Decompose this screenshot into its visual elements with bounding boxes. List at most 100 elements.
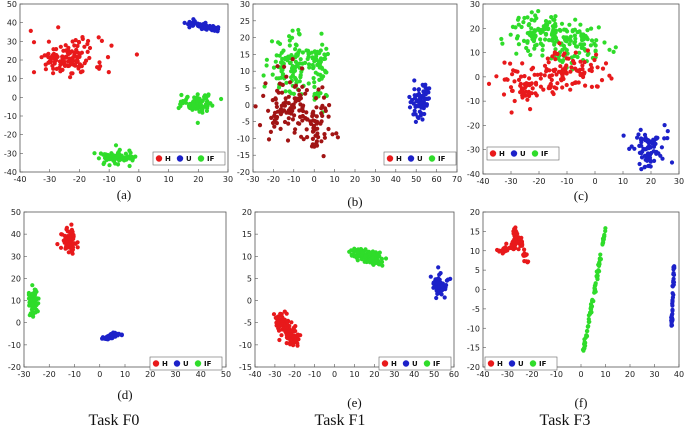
legend-label-h: H — [396, 155, 402, 163]
point-h — [589, 84, 595, 89]
point-if — [543, 26, 548, 31]
point-if — [102, 152, 107, 157]
point-h — [285, 336, 290, 341]
point-if — [560, 47, 565, 52]
point-h — [85, 49, 90, 55]
point-h — [546, 60, 551, 65]
point-if — [510, 24, 515, 29]
panel-caption: (e) — [347, 395, 361, 410]
point-if — [319, 31, 324, 36]
legend-label-h: H — [497, 360, 503, 368]
legend-marker-u — [508, 360, 516, 367]
point-if — [355, 250, 361, 255]
point-h — [73, 63, 78, 68]
point-if — [538, 41, 544, 46]
point-h — [518, 240, 523, 245]
point-if — [322, 52, 327, 57]
point-if — [568, 38, 573, 43]
point-h — [69, 249, 75, 254]
legend-label-if: IF — [207, 155, 215, 163]
point-if — [269, 39, 275, 44]
point-h — [318, 121, 323, 126]
point-h — [282, 103, 288, 108]
point-if — [607, 47, 612, 52]
point-h — [274, 101, 279, 106]
x-tick-label: 20 — [625, 370, 635, 379]
point-h — [522, 74, 527, 79]
point-h — [66, 63, 71, 69]
point-h — [534, 82, 539, 87]
y-tick-label: 40 — [11, 230, 21, 239]
point-h — [555, 81, 560, 86]
point-u — [105, 337, 111, 342]
point-h — [509, 72, 515, 77]
point-if — [219, 96, 224, 102]
point-h — [70, 59, 75, 64]
point-if — [588, 43, 594, 48]
point-u — [670, 303, 675, 308]
point-if — [111, 153, 116, 158]
point-h — [541, 87, 546, 92]
point-u — [413, 104, 418, 109]
point-if — [127, 163, 132, 169]
point-h — [273, 315, 278, 320]
point-h — [600, 66, 606, 71]
point-if — [107, 157, 112, 162]
point-u — [637, 143, 642, 148]
point-h — [292, 130, 297, 135]
point-if — [534, 16, 539, 21]
point-h — [549, 77, 554, 83]
x-tick-label: 40 — [196, 370, 206, 379]
point-h — [56, 25, 61, 30]
point-u — [671, 280, 676, 285]
legend-label-u: U — [183, 360, 189, 368]
point-h — [315, 131, 320, 136]
point-h — [57, 59, 63, 64]
point-h — [316, 135, 321, 140]
point-if — [613, 45, 618, 50]
point-if — [305, 56, 310, 62]
y-tick-label: 0 — [245, 101, 250, 110]
point-h — [522, 247, 527, 252]
y-tick-label: 15 — [240, 50, 250, 59]
point-u — [418, 111, 424, 116]
point-u — [426, 96, 431, 101]
point-if — [289, 69, 294, 74]
x-tick-label: -20 — [525, 370, 538, 379]
point-if — [578, 22, 583, 27]
point-h — [291, 343, 296, 348]
point-u — [216, 25, 221, 30]
y-tick-label: -15 — [237, 151, 250, 160]
y-tick-label: 5 — [475, 266, 480, 275]
point-h — [292, 84, 297, 89]
point-u — [670, 307, 675, 312]
point-h — [64, 225, 69, 230]
point-h — [599, 78, 605, 83]
point-h — [51, 66, 56, 71]
point-h — [311, 118, 316, 123]
point-h — [576, 69, 581, 74]
point-u — [411, 112, 416, 117]
point-if — [306, 62, 312, 67]
point-h — [42, 53, 47, 58]
point-u — [660, 156, 665, 161]
point-if — [30, 283, 35, 288]
point-if — [117, 153, 122, 158]
x-tick-label: -20 — [532, 177, 545, 186]
point-h — [322, 135, 327, 140]
x-tick-label: 60 — [432, 175, 442, 184]
point-u — [423, 85, 428, 90]
point-h — [551, 91, 556, 97]
y-tick-label: -15 — [239, 363, 252, 372]
point-if — [579, 45, 584, 51]
point-u — [412, 78, 417, 83]
point-if — [183, 100, 189, 105]
point-u — [438, 271, 443, 276]
panel-caption: (b) — [347, 194, 362, 209]
x-tick-label: 10 — [120, 370, 130, 379]
point-h — [290, 117, 295, 122]
point-u — [662, 136, 667, 141]
point-if — [31, 311, 36, 316]
point-h — [512, 98, 517, 104]
point-h — [530, 86, 535, 91]
